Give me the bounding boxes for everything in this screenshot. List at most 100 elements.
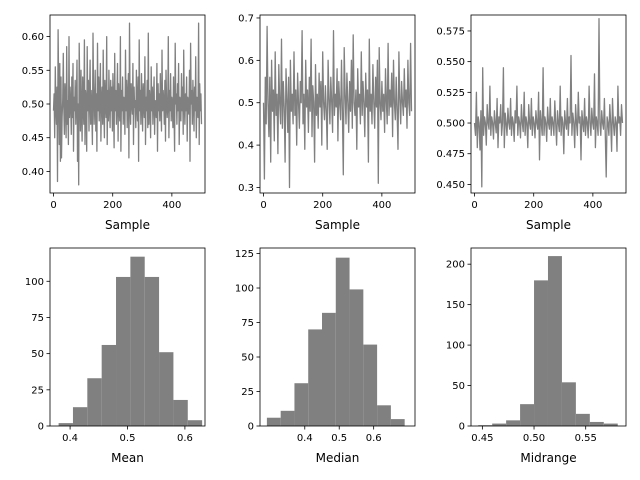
histogram-bar — [144, 276, 160, 426]
histogram-bar — [280, 410, 295, 426]
histogram-bar — [116, 276, 131, 426]
subplot-sample-mean-trace: 0 200 400 0.40 0.45 0.50 0.55 0.60 Sample — [22, 14, 206, 232]
x-axis-label: Sample — [105, 218, 150, 232]
x-tick-label: 0.5 — [331, 433, 347, 444]
histogram-bar — [87, 378, 102, 426]
x-tick-label: 0.45 — [471, 433, 493, 444]
y-tick-label: 100 — [235, 284, 254, 295]
y-tick-label: 0.55 — [22, 66, 44, 77]
histogram-bar — [534, 280, 548, 426]
x-tick-label: 0 — [260, 200, 266, 211]
y-tick-label: 50 — [241, 353, 254, 364]
y-tick-label: 125 — [235, 249, 254, 260]
x-tick-label: 0 — [50, 200, 56, 211]
axes-frame — [259, 247, 416, 427]
x-tick-label: 0.5 — [120, 433, 136, 444]
y-tick-label: 150 — [446, 300, 465, 311]
x-tick-label: 0.50 — [523, 433, 545, 444]
y-tick-label: 0.450 — [436, 180, 465, 191]
y-tick-label: 0.5 — [238, 98, 254, 109]
x-tick-label: 200 — [103, 200, 122, 211]
subplot-median-histogram: 0.4 0.5 0.6 0 25 50 75 100 125 Median — [235, 247, 416, 465]
y-tick-label: 0.475 — [436, 149, 465, 160]
histogram-bar — [322, 312, 336, 426]
y-tick-label: 25 — [241, 387, 254, 398]
x-tick-label: 0.4 — [297, 433, 313, 444]
y-tick-label: 0.60 — [22, 32, 44, 43]
histogram-bar — [187, 420, 203, 426]
series-line — [262, 25, 413, 189]
x-tick-label: 200 — [313, 200, 332, 211]
histogram-bar — [589, 421, 604, 426]
y-tick-label: 200 — [446, 260, 465, 271]
histogram-bar — [159, 352, 174, 426]
histogram-bar — [72, 407, 88, 426]
y-tick-label: 50 — [31, 349, 44, 360]
histogram-bar — [58, 423, 73, 426]
y-tick-label: 0.575 — [436, 26, 465, 37]
x-axis-label: Midrange — [520, 451, 576, 465]
x-tick-label: 0.4 — [62, 433, 78, 444]
y-tick-label: 0 — [38, 422, 44, 433]
subplot-midrange-histogram: 0.45 0.50 0.55 0 50 100 150 200 Midrange — [446, 247, 627, 465]
histogram-bar — [173, 399, 188, 426]
y-tick-label: 0.40 — [22, 167, 44, 178]
x-axis-label: Mean — [111, 451, 144, 465]
histogram-bar — [130, 256, 145, 426]
histogram-bar — [349, 289, 364, 426]
histogram-bar — [308, 329, 322, 426]
y-tick-label: 75 — [241, 318, 254, 329]
y-tick-label: 0.3 — [238, 183, 254, 194]
histogram-bar — [266, 417, 281, 426]
histogram-bar — [603, 423, 618, 426]
y-tick-label: 0.7 — [238, 13, 254, 24]
series-line — [473, 18, 624, 188]
x-axis-label: Median — [316, 451, 360, 465]
y-tick-label: 0.500 — [436, 119, 465, 130]
histogram-bar — [101, 344, 117, 426]
y-tick-label: 100 — [446, 341, 465, 352]
x-axis-label: Sample — [526, 218, 571, 232]
y-tick-label: 25 — [31, 385, 44, 396]
x-axis-label: Sample — [315, 218, 360, 232]
y-tick-label: 100 — [25, 277, 44, 288]
x-tick-label: 400 — [372, 200, 391, 211]
x-tick-label: 0.55 — [575, 433, 597, 444]
x-tick-label: 0 — [471, 200, 477, 211]
histogram-bar — [561, 382, 576, 426]
histogram-bar — [520, 404, 535, 426]
y-tick-label: 0.525 — [436, 88, 465, 99]
y-tick-label: 50 — [452, 381, 465, 392]
x-tick-label: 400 — [162, 200, 181, 211]
histogram-bar — [547, 256, 562, 426]
histogram-bar — [377, 405, 391, 426]
y-tick-label: 0.550 — [436, 57, 465, 68]
y-tick-label: 0.4 — [238, 141, 254, 152]
subplot-sample-median-trace: 0 200 400 0.3 0.4 0.5 0.6 0.7 Sample — [238, 13, 416, 232]
histogram-bar — [575, 413, 590, 426]
y-tick-label: 0 — [248, 422, 254, 433]
axes-frame — [470, 14, 627, 194]
histogram-bar — [335, 257, 350, 426]
subplot-sample-midrange-trace: 0 200 400 0.450 0.475 0.500 0.525 0.550 0.575 Sam… — [436, 14, 627, 232]
x-tick-label: 400 — [583, 200, 602, 211]
y-tick-label: 0.45 — [22, 133, 44, 144]
x-tick-label: 0.6 — [177, 433, 193, 444]
histogram-bar — [478, 425, 493, 426]
subplot-mean-histogram: 0.4 0.5 0.6 0 25 50 75 100 Mean — [25, 247, 206, 465]
y-tick-label: 0 — [459, 422, 465, 433]
histogram-bar — [294, 383, 309, 426]
histogram-bar — [363, 344, 378, 426]
x-tick-label: 200 — [524, 200, 543, 211]
axes-frame — [259, 14, 416, 194]
y-tick-label: 0.50 — [22, 100, 44, 111]
x-tick-label: 0.6 — [366, 433, 382, 444]
histogram-bar — [492, 423, 507, 426]
histogram-bar — [390, 419, 405, 426]
series-line — [52, 22, 203, 186]
y-tick-label: 0.6 — [238, 56, 254, 67]
y-tick-label: 75 — [31, 313, 44, 324]
histogram-bar — [506, 420, 521, 426]
axes-frame — [470, 247, 627, 427]
